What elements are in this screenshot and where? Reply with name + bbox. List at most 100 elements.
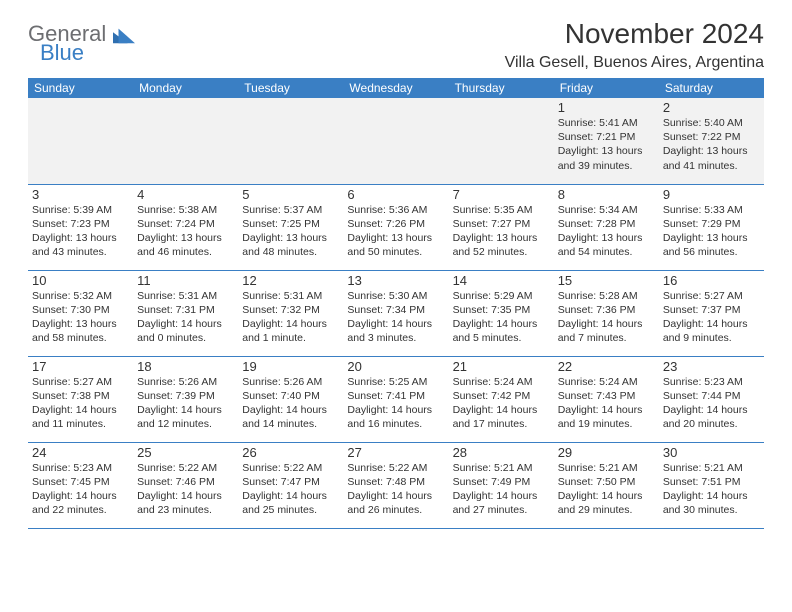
calendar-body: 1Sunrise: 5:41 AMSunset: 7:21 PMDaylight… bbox=[28, 98, 764, 528]
daylight-text: Daylight: 14 hours and 26 minutes. bbox=[347, 489, 444, 517]
day-number: 26 bbox=[242, 445, 339, 460]
sunset-text: Sunset: 7:34 PM bbox=[347, 303, 444, 317]
daylight-text: Daylight: 14 hours and 16 minutes. bbox=[347, 403, 444, 431]
sunrise-text: Sunrise: 5:29 AM bbox=[453, 289, 550, 303]
daylight-text: Daylight: 13 hours and 41 minutes. bbox=[663, 144, 760, 172]
daylight-text: Daylight: 14 hours and 9 minutes. bbox=[663, 317, 760, 345]
sunrise-text: Sunrise: 5:21 AM bbox=[663, 461, 760, 475]
sunrise-text: Sunrise: 5:26 AM bbox=[137, 375, 234, 389]
sunset-text: Sunset: 7:29 PM bbox=[663, 217, 760, 231]
calendar-header-row: Sunday Monday Tuesday Wednesday Thursday… bbox=[28, 78, 764, 98]
day-details: Sunrise: 5:31 AMSunset: 7:32 PMDaylight:… bbox=[242, 289, 339, 346]
daylight-text: Daylight: 14 hours and 0 minutes. bbox=[137, 317, 234, 345]
day-details: Sunrise: 5:31 AMSunset: 7:31 PMDaylight:… bbox=[137, 289, 234, 346]
calendar-day-cell: 8Sunrise: 5:34 AMSunset: 7:28 PMDaylight… bbox=[554, 184, 659, 270]
sunset-text: Sunset: 7:38 PM bbox=[32, 389, 129, 403]
calendar-day-cell: 29Sunrise: 5:21 AMSunset: 7:50 PMDayligh… bbox=[554, 442, 659, 528]
sunrise-text: Sunrise: 5:23 AM bbox=[663, 375, 760, 389]
calendar-day-cell: 20Sunrise: 5:25 AMSunset: 7:41 PMDayligh… bbox=[343, 356, 448, 442]
day-header: Saturday bbox=[659, 78, 764, 98]
day-number: 28 bbox=[453, 445, 550, 460]
sunrise-text: Sunrise: 5:25 AM bbox=[347, 375, 444, 389]
day-number: 10 bbox=[32, 273, 129, 288]
day-details: Sunrise: 5:26 AMSunset: 7:39 PMDaylight:… bbox=[137, 375, 234, 432]
day-details: Sunrise: 5:34 AMSunset: 7:28 PMDaylight:… bbox=[558, 203, 655, 260]
calendar-day-cell: 19Sunrise: 5:26 AMSunset: 7:40 PMDayligh… bbox=[238, 356, 343, 442]
daylight-text: Daylight: 14 hours and 17 minutes. bbox=[453, 403, 550, 431]
day-number: 29 bbox=[558, 445, 655, 460]
day-number: 5 bbox=[242, 187, 339, 202]
day-number: 6 bbox=[347, 187, 444, 202]
daylight-text: Daylight: 14 hours and 5 minutes. bbox=[453, 317, 550, 345]
daylight-text: Daylight: 14 hours and 29 minutes. bbox=[558, 489, 655, 517]
brand-triangle-icon bbox=[113, 26, 135, 44]
daylight-text: Daylight: 14 hours and 3 minutes. bbox=[347, 317, 444, 345]
day-header: Sunday bbox=[28, 78, 133, 98]
day-details: Sunrise: 5:21 AMSunset: 7:50 PMDaylight:… bbox=[558, 461, 655, 518]
brand-text-blue: Blue bbox=[40, 43, 135, 64]
calendar-day-cell: 13Sunrise: 5:30 AMSunset: 7:34 PMDayligh… bbox=[343, 270, 448, 356]
calendar-day-cell: 18Sunrise: 5:26 AMSunset: 7:39 PMDayligh… bbox=[133, 356, 238, 442]
daylight-text: Daylight: 14 hours and 25 minutes. bbox=[242, 489, 339, 517]
daylight-text: Daylight: 13 hours and 54 minutes. bbox=[558, 231, 655, 259]
calendar-day-cell: 21Sunrise: 5:24 AMSunset: 7:42 PMDayligh… bbox=[449, 356, 554, 442]
sunset-text: Sunset: 7:46 PM bbox=[137, 475, 234, 489]
day-details: Sunrise: 5:39 AMSunset: 7:23 PMDaylight:… bbox=[32, 203, 129, 260]
day-number: 22 bbox=[558, 359, 655, 374]
calendar-week: 1Sunrise: 5:41 AMSunset: 7:21 PMDaylight… bbox=[28, 98, 764, 184]
sunset-text: Sunset: 7:28 PM bbox=[558, 217, 655, 231]
day-number: 20 bbox=[347, 359, 444, 374]
calendar-week: 24Sunrise: 5:23 AMSunset: 7:45 PMDayligh… bbox=[28, 442, 764, 528]
calendar-day-cell: 10Sunrise: 5:32 AMSunset: 7:30 PMDayligh… bbox=[28, 270, 133, 356]
calendar-day-cell: 22Sunrise: 5:24 AMSunset: 7:43 PMDayligh… bbox=[554, 356, 659, 442]
day-number: 27 bbox=[347, 445, 444, 460]
sunset-text: Sunset: 7:31 PM bbox=[137, 303, 234, 317]
day-number: 21 bbox=[453, 359, 550, 374]
sunrise-text: Sunrise: 5:23 AM bbox=[32, 461, 129, 475]
calendar-day-cell: 9Sunrise: 5:33 AMSunset: 7:29 PMDaylight… bbox=[659, 184, 764, 270]
daylight-text: Daylight: 13 hours and 46 minutes. bbox=[137, 231, 234, 259]
sunrise-text: Sunrise: 5:30 AM bbox=[347, 289, 444, 303]
daylight-text: Daylight: 14 hours and 1 minute. bbox=[242, 317, 339, 345]
day-details: Sunrise: 5:21 AMSunset: 7:49 PMDaylight:… bbox=[453, 461, 550, 518]
sunrise-text: Sunrise: 5:33 AM bbox=[663, 203, 760, 217]
day-details: Sunrise: 5:28 AMSunset: 7:36 PMDaylight:… bbox=[558, 289, 655, 346]
day-details: Sunrise: 5:23 AMSunset: 7:45 PMDaylight:… bbox=[32, 461, 129, 518]
day-details: Sunrise: 5:27 AMSunset: 7:37 PMDaylight:… bbox=[663, 289, 760, 346]
day-details: Sunrise: 5:24 AMSunset: 7:42 PMDaylight:… bbox=[453, 375, 550, 432]
daylight-text: Daylight: 14 hours and 7 minutes. bbox=[558, 317, 655, 345]
sunset-text: Sunset: 7:32 PM bbox=[242, 303, 339, 317]
sunrise-text: Sunrise: 5:22 AM bbox=[347, 461, 444, 475]
sunset-text: Sunset: 7:22 PM bbox=[663, 130, 760, 144]
day-details: Sunrise: 5:29 AMSunset: 7:35 PMDaylight:… bbox=[453, 289, 550, 346]
brand-logo: General Blue bbox=[28, 24, 135, 64]
day-number: 7 bbox=[453, 187, 550, 202]
daylight-text: Daylight: 14 hours and 23 minutes. bbox=[137, 489, 234, 517]
calendar-day-cell: 5Sunrise: 5:37 AMSunset: 7:25 PMDaylight… bbox=[238, 184, 343, 270]
daylight-text: Daylight: 13 hours and 50 minutes. bbox=[347, 231, 444, 259]
sunset-text: Sunset: 7:24 PM bbox=[137, 217, 234, 231]
sunset-text: Sunset: 7:30 PM bbox=[32, 303, 129, 317]
sunset-text: Sunset: 7:27 PM bbox=[453, 217, 550, 231]
calendar-day-cell: 12Sunrise: 5:31 AMSunset: 7:32 PMDayligh… bbox=[238, 270, 343, 356]
day-number: 1 bbox=[558, 100, 655, 115]
calendar-day-cell: 1Sunrise: 5:41 AMSunset: 7:21 PMDaylight… bbox=[554, 98, 659, 184]
calendar-day-cell: 3Sunrise: 5:39 AMSunset: 7:23 PMDaylight… bbox=[28, 184, 133, 270]
calendar-table: Sunday Monday Tuesday Wednesday Thursday… bbox=[28, 78, 764, 529]
daylight-text: Daylight: 13 hours and 52 minutes. bbox=[453, 231, 550, 259]
sunset-text: Sunset: 7:43 PM bbox=[558, 389, 655, 403]
calendar-day-cell: 7Sunrise: 5:35 AMSunset: 7:27 PMDaylight… bbox=[449, 184, 554, 270]
daylight-text: Daylight: 14 hours and 20 minutes. bbox=[663, 403, 760, 431]
calendar-day-cell: 28Sunrise: 5:21 AMSunset: 7:49 PMDayligh… bbox=[449, 442, 554, 528]
sunrise-text: Sunrise: 5:22 AM bbox=[137, 461, 234, 475]
day-details: Sunrise: 5:21 AMSunset: 7:51 PMDaylight:… bbox=[663, 461, 760, 518]
calendar-day-cell: 23Sunrise: 5:23 AMSunset: 7:44 PMDayligh… bbox=[659, 356, 764, 442]
calendar-day-cell: 30Sunrise: 5:21 AMSunset: 7:51 PMDayligh… bbox=[659, 442, 764, 528]
day-details: Sunrise: 5:22 AMSunset: 7:47 PMDaylight:… bbox=[242, 461, 339, 518]
sunrise-text: Sunrise: 5:31 AM bbox=[137, 289, 234, 303]
day-details: Sunrise: 5:38 AMSunset: 7:24 PMDaylight:… bbox=[137, 203, 234, 260]
calendar-day-cell bbox=[449, 98, 554, 184]
day-number: 24 bbox=[32, 445, 129, 460]
sunset-text: Sunset: 7:45 PM bbox=[32, 475, 129, 489]
daylight-text: Daylight: 14 hours and 19 minutes. bbox=[558, 403, 655, 431]
